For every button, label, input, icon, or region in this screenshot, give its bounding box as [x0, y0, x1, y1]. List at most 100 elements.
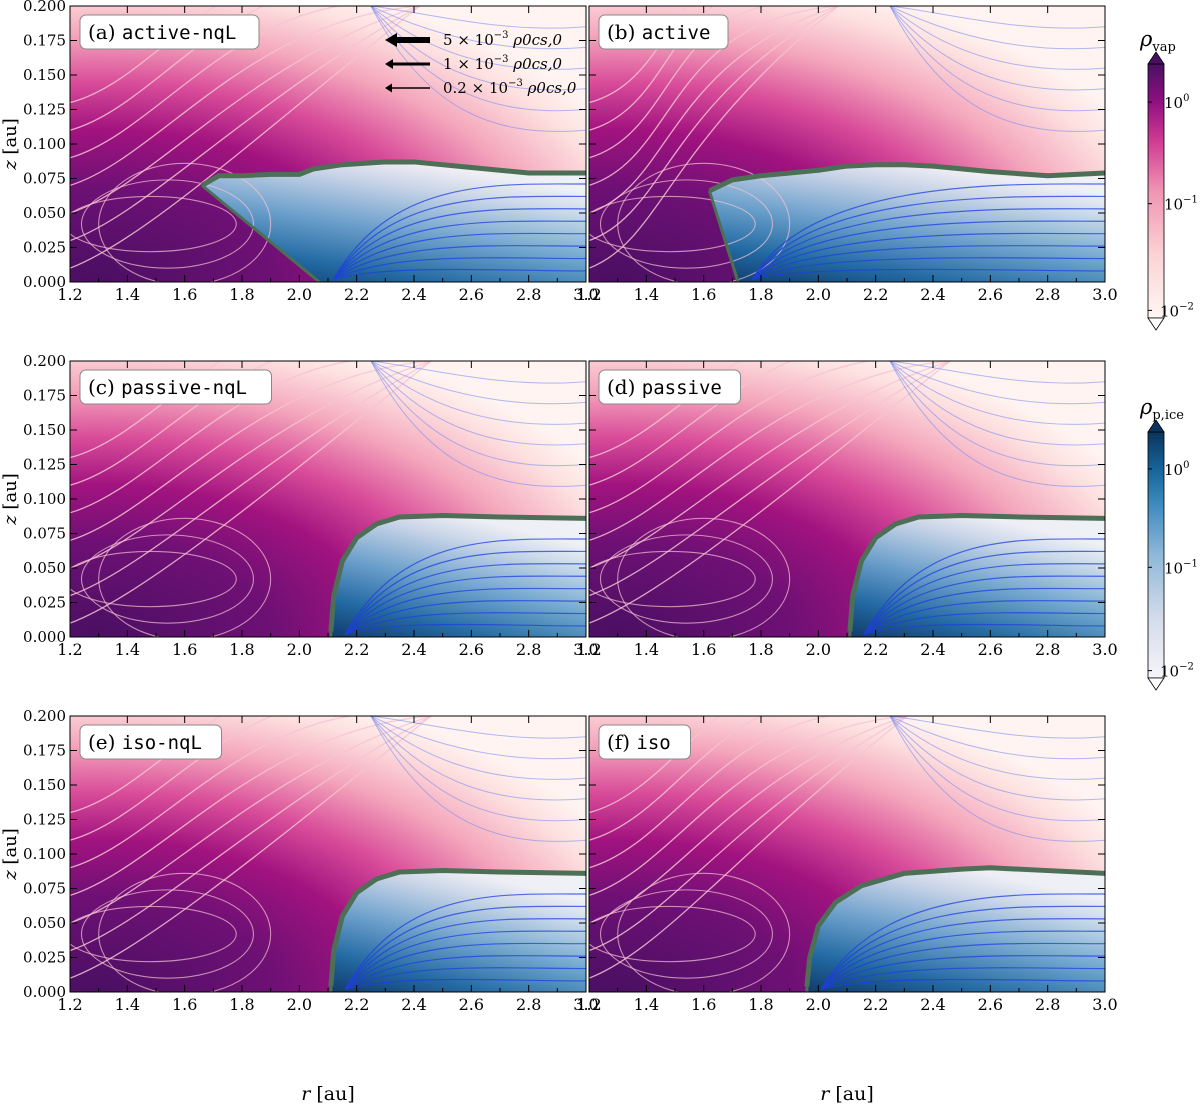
- y-tick-label: 0.000: [23, 983, 66, 1001]
- upper-streamline: [889, 716, 1105, 760]
- upper-streamline: [370, 716, 586, 780]
- text-span: (b): [607, 20, 642, 44]
- vapour-circulation-loop: [80, 534, 255, 624]
- x-tick-label: 2.8: [516, 640, 541, 659]
- x-tick-label: 1.8: [229, 285, 254, 304]
- upper-streamline: [370, 361, 586, 405]
- ice-streamline: [333, 195, 586, 280]
- ice-streamline: [820, 942, 1105, 990]
- colorbar-tick-label: 10−1: [1164, 558, 1198, 577]
- x-tick-label: 3.0: [1092, 285, 1117, 304]
- vapour-streamline: [70, 361, 432, 569]
- colorbar-tick-label: 10−1: [1164, 195, 1198, 214]
- colorbar-extend-min: [1147, 677, 1165, 691]
- vapour-circulation-loop: [589, 905, 756, 963]
- x-tick-label: 2.6: [978, 640, 1003, 659]
- upper-streamline: [889, 361, 1105, 405]
- x-tick-label: 2.0: [287, 285, 312, 304]
- x-tick-label: 2.8: [1035, 995, 1060, 1014]
- vapour-streamline: [589, 361, 951, 597]
- ice-streamline: [751, 220, 1105, 280]
- text-span: 10: [1160, 663, 1179, 681]
- vapour-streamline: [589, 6, 839, 159]
- upper-streamline: [370, 716, 586, 822]
- ice-streamline: [333, 183, 586, 280]
- x-tick-label: 3.0: [1092, 995, 1117, 1014]
- panel-plot-area: [70, 6, 586, 282]
- x-tick-label: 2.4: [401, 285, 426, 304]
- ice-streamline: [333, 257, 586, 280]
- x-tick-label: 1.2: [576, 640, 601, 659]
- ice-streamline: [863, 550, 1105, 635]
- text-span: z: [0, 515, 21, 526]
- y-tick-label: 0.125: [23, 811, 66, 829]
- vapour-circulation-loop: [80, 889, 255, 979]
- x-tick-label: 3.0: [1092, 640, 1117, 659]
- vapour-circulation-loop: [599, 534, 774, 624]
- x-tick-label: 2.4: [401, 995, 426, 1014]
- panel-label-box: [79, 14, 260, 50]
- text-span: ρ0cs,0: [512, 55, 562, 73]
- y-axis-label: z [au]: [0, 473, 21, 526]
- x-tick-label: 1.4: [115, 640, 140, 659]
- text-span: × 10: [453, 31, 494, 49]
- text-span: 1: [443, 55, 453, 73]
- legend-arrow-label: 1 × 10−3 ρ0cs,0: [443, 54, 563, 73]
- vapour-circulation-loop: [70, 195, 237, 253]
- upper-streamline: [889, 361, 1105, 467]
- panel-label-box: [598, 369, 741, 405]
- text-span: ρ: [1139, 27, 1153, 51]
- y-tick-label: 0.200: [23, 352, 66, 370]
- x-tick-label: 1.2: [57, 640, 82, 659]
- x-tick-label: 2.0: [806, 640, 831, 659]
- x-tick-label: 2.0: [806, 995, 831, 1014]
- upper-streamline: [370, 6, 586, 29]
- x-tick-label: 1.4: [634, 640, 659, 659]
- ice-streamline: [863, 538, 1105, 635]
- y-tick-label: 0.050: [23, 914, 66, 932]
- text-span: 5: [443, 31, 453, 49]
- vapour-circulation-loop: [98, 162, 272, 282]
- panel-plot-area: [589, 716, 1105, 992]
- text-span: 10: [1164, 559, 1183, 577]
- ice-streamline: [345, 623, 586, 635]
- ice-streamline: [820, 967, 1105, 990]
- y-tick-label: 0.150: [23, 66, 66, 84]
- vapour-streamline: [70, 361, 432, 459]
- text-span: (d): [607, 375, 642, 399]
- upper-streamline: [370, 361, 586, 425]
- panel-label: (f) iso: [607, 730, 671, 754]
- upper-streamline: [370, 361, 586, 487]
- text-span: z: [0, 870, 21, 881]
- text-span: 10: [1164, 196, 1183, 214]
- ice-density-field: [330, 870, 586, 992]
- ice-streamline: [752, 268, 1105, 280]
- text-span: ρ: [1139, 395, 1153, 419]
- x-tick-label: 2.8: [516, 285, 541, 304]
- ice-streamline: [344, 955, 586, 990]
- ice-line-front-base: [707, 190, 740, 282]
- upper-streamline: [889, 361, 1105, 425]
- upper-streamline: [889, 6, 1105, 50]
- upper-streamline: [370, 716, 586, 842]
- upper-streamline: [370, 361, 586, 446]
- legend-arrow-label: 5 × 10−3 ρ0cs,0: [443, 30, 563, 49]
- y-axis-label: z [au]: [0, 828, 21, 881]
- x-tick-label: 2.6: [459, 285, 484, 304]
- ice-streamline: [344, 930, 586, 990]
- vapour-streamline: [589, 716, 908, 897]
- y-tick-label: 0.100: [23, 135, 66, 153]
- y-tick-label: 0.025: [23, 239, 66, 257]
- x-tick-label: 1.6: [691, 285, 716, 304]
- vapour-streamline: [70, 361, 432, 542]
- y-axis-label: z [au]: [0, 118, 21, 171]
- text-span: 10: [1164, 461, 1183, 479]
- panel-label-box: [79, 369, 272, 405]
- ice-streamline: [820, 918, 1105, 990]
- vapour-streamline: [70, 716, 432, 897]
- panel-d: 1.2 1.4 1.6 1.8 2.0 2.2 2.4 2.6 2.8 3.0 (d) passiv…: [576, 360, 1118, 659]
- text-span: 0: [1183, 93, 1189, 104]
- upper-streamline: [889, 6, 1105, 29]
- vapour-circulation-loop: [617, 517, 791, 637]
